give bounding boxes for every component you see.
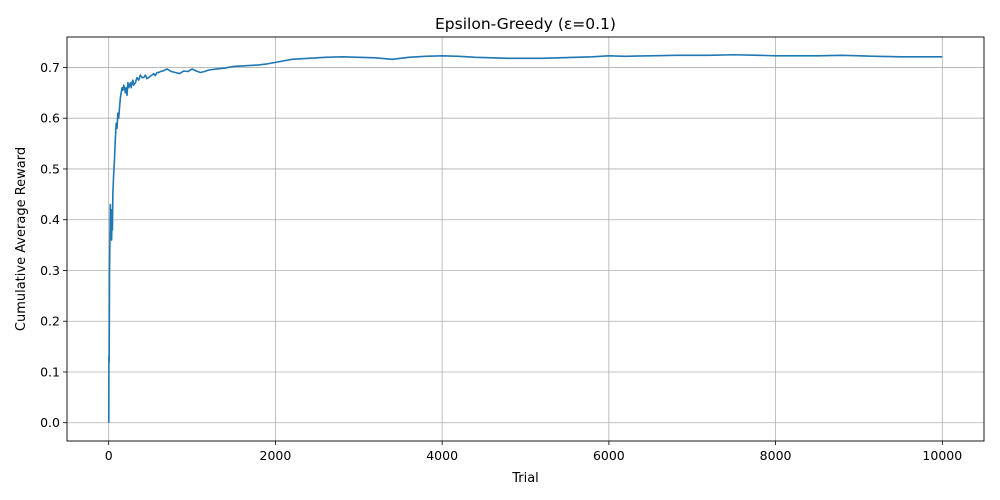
y-axis-label: Cumulative Average Reward	[14, 147, 29, 331]
grid	[67, 37, 984, 441]
x-tick-label: 10000	[922, 448, 962, 463]
ticks: 0 2000 4000 6000 8000 10000 0.0 0.1 0.2 0.3 0.4 0.5…	[40, 60, 962, 463]
chart-title: Epsilon-Greedy (ε=0.1)	[435, 15, 616, 33]
y-tick-label: 0.5	[40, 161, 60, 176]
y-tick-label: 0.4	[40, 212, 60, 227]
x-tick-label: 0	[105, 448, 113, 463]
y-tick-label: 0.2	[40, 314, 60, 329]
plot-frame	[66, 36, 985, 442]
line-layer	[107, 53, 943, 423]
reward-series-line	[107, 53, 943, 423]
x-tick-label: 6000	[593, 448, 625, 463]
y-tick-label: 0.3	[40, 263, 60, 278]
x-tick-label: 2000	[260, 448, 292, 463]
x-axis-label: Trial	[511, 471, 539, 486]
x-tick-label: 8000	[760, 448, 792, 463]
y-tick-label: 0.7	[40, 60, 60, 75]
x-tick-label: 4000	[426, 448, 458, 463]
y-tick-label: 0.0	[40, 415, 60, 430]
y-tick-label: 0.1	[40, 364, 60, 379]
y-tick-label: 0.6	[40, 111, 60, 126]
